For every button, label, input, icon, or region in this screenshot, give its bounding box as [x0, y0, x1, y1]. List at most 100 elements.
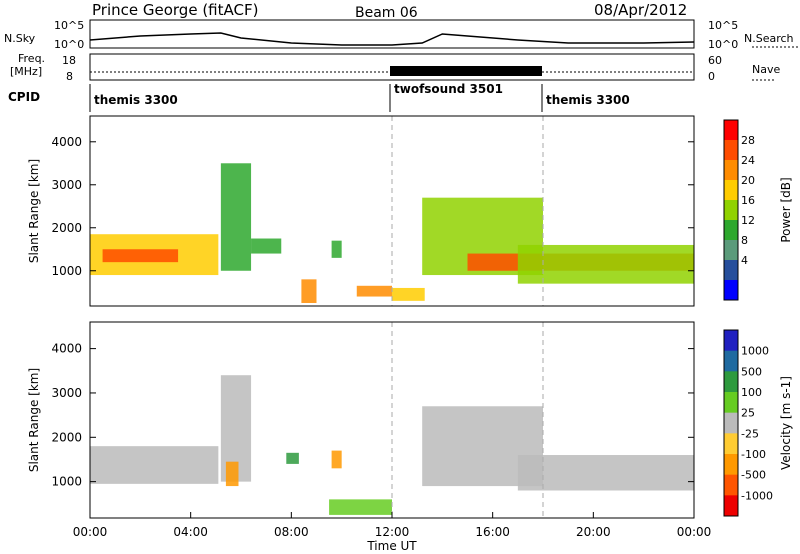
nsearch-tick-low: 10^0 — [708, 38, 738, 51]
power-region-3 — [251, 238, 282, 254]
velocity-colorbar-swatch-0 — [724, 330, 738, 352]
freq-unit-label: [MHz] — [10, 65, 42, 78]
nsearch-label: N.Search — [744, 32, 794, 45]
power-colorbar-tick-3: 16 — [741, 194, 755, 207]
velocity-region-4 — [331, 450, 342, 469]
power-colorbar-tick-6: 4 — [741, 254, 748, 267]
x-tick-label-3: 12:00 — [375, 525, 410, 539]
power-colorbar-frame — [723, 119, 739, 301]
velocity-colorbar-swatch-1 — [724, 350, 738, 372]
power-colorbar-swatch-8 — [724, 280, 738, 301]
nave-tick-high: 60 — [708, 54, 722, 67]
nave-block — [390, 66, 542, 76]
velocity-region-7 — [517, 455, 694, 491]
x-tick-label-4: 16:00 — [475, 525, 510, 539]
velocity-colorbar-tick-7: -1000 — [741, 489, 773, 502]
x-axis: 00:00 04:00 08:00 12:00 16:00 20:00 00:00 — [73, 512, 712, 539]
x-tick-label-2: 08:00 — [274, 525, 309, 539]
x-tick-label-0: 00:00 — [73, 525, 108, 539]
power-frame — [89, 115, 695, 307]
velocity-panel: 1000 2000 3000 4000 Slant Range [km] — [27, 321, 695, 519]
power-y-tick-label-3: 4000 — [51, 135, 82, 149]
nsky-trace — [89, 32, 695, 46]
nave-tick-low: 0 — [708, 70, 715, 83]
power-colorbar-tick-2: 20 — [741, 174, 755, 187]
power-colorbar-tick-4: 12 — [741, 214, 755, 227]
velocity-colorbar-swatch-4 — [724, 412, 738, 434]
velocity-y-tick-label-0: 1000 — [51, 475, 82, 489]
velocity-y-tick-label-1: 2000 — [51, 430, 82, 444]
nsky-panel — [89, 19, 695, 49]
power-colorbar-swatch-4 — [724, 200, 738, 221]
freq-tick-low: 8 — [66, 70, 73, 83]
velocity-colorbar-swatch-8 — [724, 495, 738, 517]
velocity-colorbar-swatch-5 — [724, 433, 738, 455]
nsky-line — [89, 32, 695, 46]
velocity-colorbar-frame — [723, 329, 739, 517]
power-colorbar-swatch-0 — [724, 120, 738, 141]
power-colorbar-tick-0: 28 — [741, 134, 755, 147]
velocity-colorbar-tick-3: 25 — [741, 407, 755, 420]
power-colorbar-title: Power [dB] — [779, 177, 793, 242]
velocity-colorbar-tick-6: -500 — [741, 469, 766, 482]
velocity-region-3 — [286, 452, 299, 464]
velocity-colorbar-swatch-7 — [724, 474, 738, 496]
velocity-colorbar-title: Velocity [m s-1] — [779, 376, 793, 470]
velocity-colorbar-tick-4: -25 — [741, 427, 759, 440]
velocity-colorbar-tick-5: -100 — [741, 448, 766, 461]
power-region-6 — [356, 285, 392, 297]
power-y-axis-label: Slant Range [km] — [27, 159, 41, 263]
freq-tick-high: 18 — [62, 54, 76, 67]
nsky-tick-high: 10^5 — [54, 19, 84, 32]
velocity-colorbar: 1000 500 100 25 -25 -100 -500 -1000 Velocity [m … — [723, 329, 793, 517]
velocity-y-tick-label-2: 3000 — [51, 386, 82, 400]
nsky-label: N.Sky — [4, 32, 36, 45]
velocity-colorbar-tick-0: 1000 — [741, 345, 769, 358]
power-colorbar-swatch-7 — [724, 260, 738, 281]
power-y-tick-label-0: 1000 — [51, 264, 82, 278]
power-colorbar-tick-5: 8 — [741, 234, 748, 247]
power-colorbar-swatch-5 — [724, 220, 738, 241]
power-panel: 1000 2000 3000 4000 Slant Range [km] — [27, 115, 695, 307]
power-y-tick-label-1: 2000 — [51, 221, 82, 235]
power-region-4 — [301, 279, 317, 303]
freq-panel — [89, 53, 695, 81]
velocity-colorbar-tick-2: 100 — [741, 386, 762, 399]
velocity-colorbar-tick-1: 500 — [741, 365, 762, 378]
velocity-y-axis-label: Slant Range [km] — [27, 368, 41, 472]
nsearch-tick-high: 10^5 — [708, 19, 738, 32]
power-colorbar-swatch-2 — [724, 160, 738, 181]
power-region-10 — [517, 244, 694, 284]
x-tick-label-6: 00:00 — [677, 525, 712, 539]
power-colorbar-swatch-6 — [724, 240, 738, 261]
velocity-region-5 — [329, 499, 392, 515]
cpid-label: CPID — [8, 90, 40, 104]
velocity-region-0 — [90, 446, 219, 484]
velocity-region-2 — [225, 461, 239, 487]
velocity-y-tick-label-3: 4000 — [51, 342, 82, 356]
station-title: Prince George (fitACF) — [92, 1, 258, 19]
nsky-tick-low: 10^0 — [54, 38, 84, 51]
x-tick-label-1: 04:00 — [173, 525, 208, 539]
x-axis-label: Time UT — [366, 539, 417, 553]
power-colorbar-tick-1: 24 — [741, 154, 755, 167]
velocity-colorbar-swatch-2 — [724, 371, 738, 393]
power-region-7 — [392, 287, 425, 301]
power-region-2 — [220, 163, 252, 271]
cpid-segment-2: twofsound 3501 — [394, 82, 503, 96]
cpid-segment-3: themis 3300 — [546, 93, 630, 107]
beam-title: Beam 06 — [355, 5, 418, 21]
velocity-colorbar-swatch-3 — [724, 392, 738, 414]
power-y-tick-label-2: 3000 — [51, 178, 82, 192]
x-tick-label-5: 20:00 — [576, 525, 611, 539]
power-region-5 — [331, 240, 342, 258]
date-title: 08/Apr/2012 — [594, 1, 687, 19]
power-colorbar-swatch-3 — [724, 180, 738, 201]
power-region-1 — [102, 249, 179, 263]
velocity-colorbar-swatch-6 — [724, 454, 738, 476]
cpid-segment-1: themis 3300 — [94, 93, 178, 107]
power-colorbar: 28 24 20 16 12 8 4 Power [dB] — [723, 119, 793, 301]
power-colorbar-swatch-1 — [724, 140, 738, 161]
nave-label: Nave — [752, 63, 780, 76]
